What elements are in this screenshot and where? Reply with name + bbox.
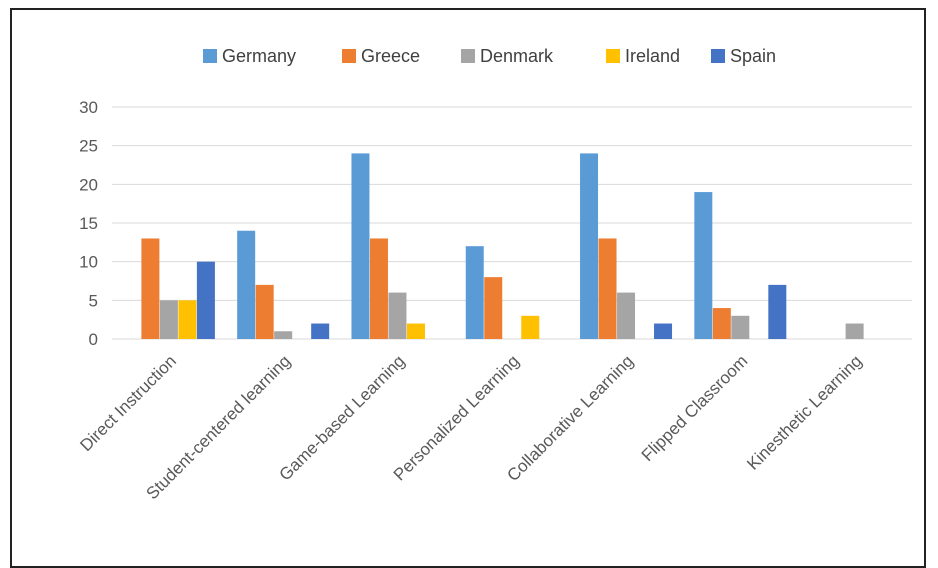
- bar-denmark-6: [845, 323, 864, 339]
- category-label: Collaborative Learning: [503, 351, 637, 485]
- bar-denmark-2: [388, 292, 407, 339]
- bar-ireland-2: [406, 323, 425, 339]
- bar-germany-4: [580, 153, 599, 339]
- y-tick-label: 25: [79, 137, 98, 156]
- bar-germany-2: [351, 153, 370, 339]
- category-label: Personalized Learning: [390, 351, 523, 484]
- y-tick-label: 30: [79, 98, 98, 117]
- legend-label: Denmark: [480, 46, 554, 66]
- category-label: Direct Instruction: [76, 351, 180, 455]
- legend-swatch: [203, 49, 217, 63]
- bar-spain-1: [311, 323, 330, 339]
- y-tick-label: 15: [79, 214, 98, 233]
- bar-germany-3: [465, 246, 484, 339]
- legend-swatch: [342, 49, 356, 63]
- bar-greece-4: [598, 238, 617, 339]
- legend-swatch: [711, 49, 725, 63]
- bar-spain-0: [196, 261, 215, 339]
- bar-greece-0: [141, 238, 160, 339]
- y-tick-label: 20: [79, 175, 98, 194]
- legend-label: Germany: [222, 46, 296, 66]
- bar-ireland-3: [521, 315, 540, 339]
- legend-swatch: [606, 49, 620, 63]
- bar-chart: Germany Greece Denmark Ireland Spain 0 5 10 15 2…: [76, 46, 912, 503]
- legend-label: Ireland: [625, 46, 680, 66]
- category-label: Flipped Classroom: [638, 351, 752, 465]
- legend: Germany Greece Denmark Ireland Spain: [203, 46, 776, 66]
- y-axis-ticks: 0 5 10 15 20 25 30: [79, 98, 98, 349]
- bar-germany-5: [694, 192, 713, 339]
- legend-label: Greece: [361, 46, 420, 66]
- bars: [141, 153, 864, 339]
- bar-germany-1: [237, 230, 256, 339]
- category-label: Kinesthetic Learning: [743, 351, 865, 473]
- bar-spain-4: [654, 323, 673, 339]
- category-label: Game-based Learning: [275, 351, 408, 484]
- y-tick-label: 0: [89, 330, 98, 349]
- bar-greece-3: [484, 277, 503, 339]
- bar-spain-5: [768, 284, 787, 339]
- legend-label: Spain: [730, 46, 776, 66]
- bar-denmark-1: [274, 331, 293, 339]
- bar-greece-5: [712, 308, 731, 339]
- legend-swatch: [461, 49, 475, 63]
- bar-greece-1: [255, 284, 274, 339]
- bar-ireland-0: [178, 300, 197, 339]
- y-tick-label: 10: [79, 253, 98, 272]
- bar-denmark-0: [159, 300, 178, 339]
- gridlines: [112, 106, 912, 340]
- bar-denmark-5: [731, 315, 750, 339]
- y-tick-label: 5: [89, 291, 98, 310]
- bar-greece-2: [369, 238, 388, 339]
- bar-denmark-4: [617, 292, 636, 339]
